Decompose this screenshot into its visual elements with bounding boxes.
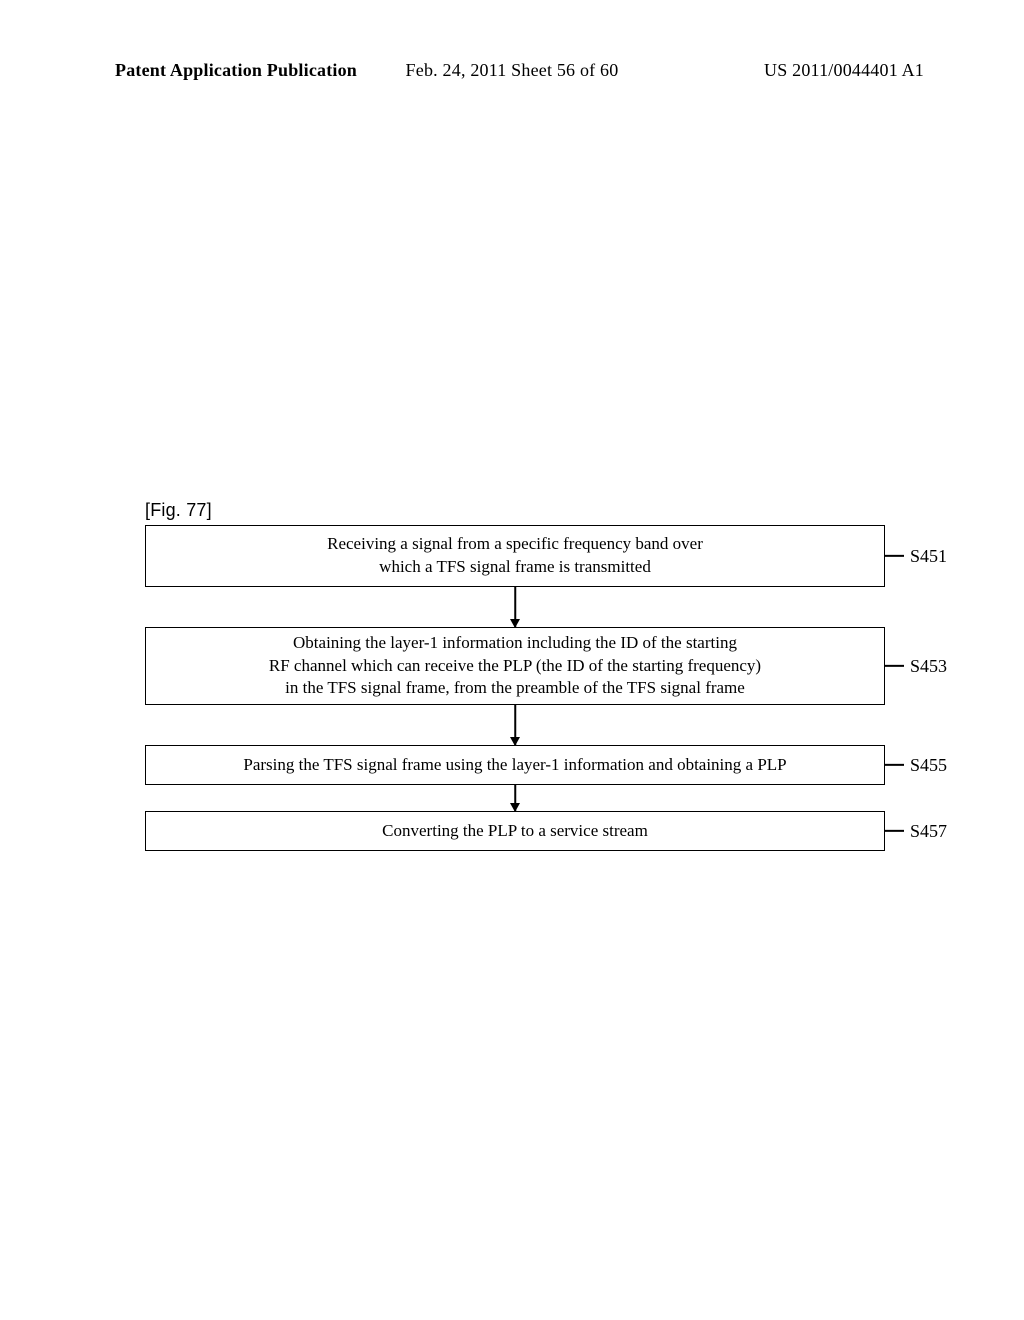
flow-step-text: Receiving a signal from a specific frequ… — [327, 533, 703, 579]
flow-arrow — [145, 587, 885, 627]
figure-label: [Fig. 77] — [145, 500, 212, 521]
patent-page: Patent Application Publication Feb. 24, … — [0, 0, 1024, 1320]
header-left-text: Patent Application Publication — [115, 60, 357, 81]
flow-arrow — [145, 705, 885, 745]
step-tag-wrap: S455 — [884, 753, 947, 777]
flow-step-s453: Obtaining the layer-1 information includ… — [145, 627, 885, 705]
flowchart: Receiving a signal from a specific frequ… — [145, 525, 885, 851]
tag-connector — [884, 555, 904, 557]
flow-step-s451: Receiving a signal from a specific frequ… — [145, 525, 885, 587]
step-tag-wrap: S453 — [884, 654, 947, 678]
header-center-text: Feb. 24, 2011 Sheet 56 of 60 — [406, 60, 619, 81]
flow-arrow — [145, 785, 885, 811]
page-header: Patent Application Publication Feb. 24, … — [0, 60, 1024, 81]
step-tag-wrap: S451 — [884, 544, 947, 568]
flow-step-text: Obtaining the layer-1 information includ… — [269, 632, 761, 701]
step-tag: S455 — [910, 753, 947, 777]
tag-connector — [884, 665, 904, 667]
tag-connector — [884, 830, 904, 832]
step-tag: S453 — [910, 654, 947, 678]
step-tag: S457 — [910, 819, 947, 843]
step-tag-wrap: S457 — [884, 819, 947, 843]
step-tag: S451 — [910, 544, 947, 568]
header-right-text: US 2011/0044401 A1 — [764, 60, 924, 81]
flow-step-s457: Converting the PLP to a service stream S… — [145, 811, 885, 851]
flow-step-text: Converting the PLP to a service stream — [382, 820, 648, 843]
flow-step-s455: Parsing the TFS signal frame using the l… — [145, 745, 885, 785]
tag-connector — [884, 764, 904, 766]
flow-step-text: Parsing the TFS signal frame using the l… — [243, 754, 786, 777]
